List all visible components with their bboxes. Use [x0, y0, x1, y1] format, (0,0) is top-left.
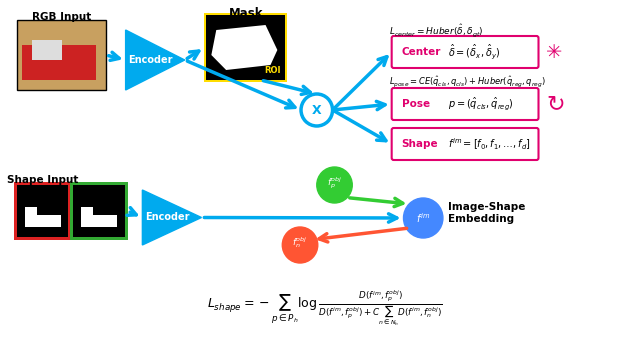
- Bar: [74, 185, 125, 237]
- Text: $L_{shape} = -\sum_{p \in P_h} \log \frac{D(f^{im}, f_p^{obj})}{D(f^{im}, f_p^{o: $L_{shape} = -\sum_{p \in P_h} \log \fra…: [207, 288, 442, 328]
- Bar: [204, 13, 287, 82]
- Circle shape: [317, 167, 352, 203]
- Bar: [17, 185, 68, 237]
- Text: X: X: [312, 104, 321, 117]
- Polygon shape: [81, 215, 116, 227]
- Text: Mask: Mask: [228, 7, 263, 20]
- Polygon shape: [125, 30, 185, 90]
- FancyBboxPatch shape: [392, 36, 538, 68]
- Bar: [14, 182, 72, 240]
- Text: $f^{im}$: $f^{im}$: [416, 211, 430, 225]
- Polygon shape: [142, 190, 202, 245]
- Text: ROI: ROI: [264, 66, 280, 75]
- Text: Pose: Pose: [401, 99, 429, 109]
- Polygon shape: [211, 25, 277, 70]
- Text: Shape Input: Shape Input: [7, 175, 79, 185]
- Circle shape: [403, 198, 443, 238]
- FancyBboxPatch shape: [392, 128, 538, 160]
- Text: Image-Shape
Embedding: Image-Shape Embedding: [448, 202, 525, 224]
- Bar: [207, 15, 285, 80]
- FancyBboxPatch shape: [392, 88, 538, 120]
- Bar: [25, 207, 37, 217]
- Text: $f^{im} = [f_0, f_1, \ldots, f_d]$: $f^{im} = [f_0, f_1, \ldots, f_d]$: [448, 136, 531, 152]
- Text: Center: Center: [401, 47, 441, 57]
- Bar: [17, 20, 106, 90]
- Polygon shape: [25, 215, 61, 227]
- Text: Encoder: Encoder: [128, 55, 173, 65]
- Text: $f_p^{obj}$: $f_p^{obj}$: [327, 175, 342, 191]
- Text: $L_{center} = Huber(\hat{\delta}, \delta_{gt})$: $L_{center} = Huber(\hat{\delta}, \delta…: [388, 22, 483, 39]
- Text: ↻: ↻: [547, 94, 565, 114]
- Bar: [32, 40, 61, 60]
- Text: ✳: ✳: [547, 42, 563, 62]
- Bar: [22, 45, 96, 80]
- Text: Encoder: Encoder: [145, 212, 189, 223]
- Circle shape: [301, 94, 333, 126]
- Text: $\hat{\delta} = (\hat{\delta}_x, \hat{\delta}_y)$: $\hat{\delta} = (\hat{\delta}_x, \hat{\d…: [448, 43, 500, 61]
- Text: Shape: Shape: [401, 139, 438, 149]
- Text: RGB Input: RGB Input: [32, 12, 91, 22]
- Bar: [70, 182, 127, 240]
- Text: $f_n^{obj}$: $f_n^{obj}$: [292, 236, 308, 251]
- Text: $L_{pose} = CE(\hat{q}_{cls}, q_{cls}) + Huber(\hat{q}_{reg}, q_{reg})$: $L_{pose} = CE(\hat{q}_{cls}, q_{cls}) +…: [388, 74, 545, 89]
- Bar: [81, 207, 93, 217]
- Text: $p = (\hat{q}_{cls}, \hat{q}_{reg})$: $p = (\hat{q}_{cls}, \hat{q}_{reg})$: [448, 96, 513, 112]
- Circle shape: [282, 227, 318, 263]
